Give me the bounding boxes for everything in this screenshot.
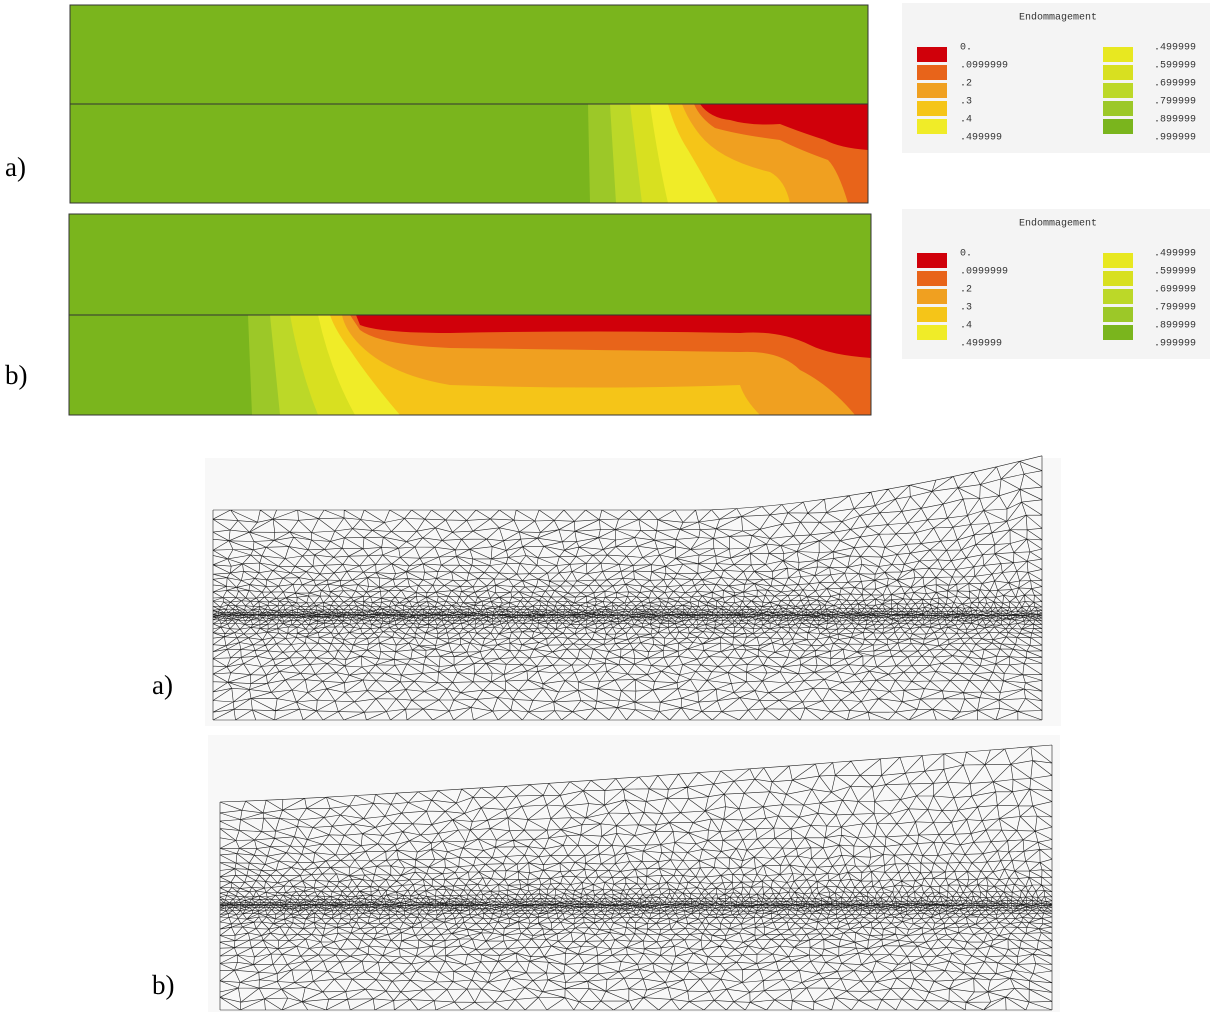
legend-label: .999999 bbox=[1154, 339, 1196, 350]
legend-label: .799999 bbox=[1154, 97, 1196, 108]
legend-label: .4 bbox=[960, 321, 972, 332]
panel-label: b) bbox=[152, 970, 175, 1001]
legend-swatch bbox=[917, 101, 947, 116]
panel-label: a) bbox=[5, 152, 26, 183]
legend-label: .3 bbox=[960, 303, 972, 314]
legend-swatch bbox=[917, 289, 947, 304]
legend-swatch bbox=[1103, 65, 1133, 80]
legend-label: .799999 bbox=[1154, 303, 1196, 314]
legend-label: .999999 bbox=[1154, 133, 1196, 144]
contour-plot-a bbox=[70, 5, 868, 203]
legend-label: .499999 bbox=[1154, 43, 1196, 54]
legend-label: .699999 bbox=[1154, 79, 1196, 90]
legend-label: .899999 bbox=[1154, 321, 1196, 332]
panel-label: b) bbox=[5, 360, 28, 391]
legend-label: .499999 bbox=[960, 339, 1002, 350]
legend-label: 0. bbox=[960, 249, 972, 260]
legend-swatch bbox=[917, 325, 947, 340]
legend-swatch bbox=[1103, 47, 1133, 62]
legend-title: Endommagement bbox=[1019, 218, 1097, 230]
legend-swatch bbox=[917, 83, 947, 98]
legend-label: .2 bbox=[960, 79, 972, 90]
legend-label: .899999 bbox=[1154, 115, 1196, 126]
legend-swatch bbox=[917, 119, 947, 134]
legend-label: .2 bbox=[960, 285, 972, 296]
legend-swatch bbox=[1103, 253, 1133, 268]
legend-swatch bbox=[917, 307, 947, 322]
legend-swatch bbox=[917, 65, 947, 80]
legend-swatch bbox=[1103, 83, 1133, 98]
figure: Endommagement 0. .0999999 .2 .3 .4 .499999 .499… bbox=[0, 0, 1212, 1012]
legend-swatch bbox=[1103, 307, 1133, 322]
legend-swatch bbox=[917, 271, 947, 286]
legend-label: .0999999 bbox=[960, 267, 1008, 278]
legend-label: .3 bbox=[960, 97, 972, 108]
legend-swatch bbox=[1103, 289, 1133, 304]
panel-label: a) bbox=[152, 670, 173, 701]
legend-label: 0. bbox=[960, 43, 972, 54]
legend-swatch bbox=[917, 253, 947, 268]
legend-label: .0999999 bbox=[960, 61, 1008, 72]
legend-swatch bbox=[1103, 119, 1133, 134]
legend: Endommagement 0. .0999999 .2 .3 .4 .499999 .499… bbox=[902, 3, 1210, 153]
contour-plot-b bbox=[69, 214, 871, 415]
legend-label: .499999 bbox=[1154, 249, 1196, 260]
legend-swatch bbox=[1103, 325, 1133, 340]
figure-graphics: Endommagement 0. .0999999 .2 .3 .4 .499999 .499… bbox=[0, 0, 1212, 1012]
legend-title: Endommagement bbox=[1019, 12, 1097, 24]
legend-label: .499999 bbox=[960, 133, 1002, 144]
legend-swatch bbox=[917, 47, 947, 62]
legend-label: .699999 bbox=[1154, 285, 1196, 296]
legend: Endommagement 0. .0999999 .2 .3 .4 .499999 .499… bbox=[902, 209, 1210, 359]
legend-label: .4 bbox=[960, 115, 972, 126]
legend-swatch bbox=[1103, 101, 1133, 116]
legend-label: .599999 bbox=[1154, 61, 1196, 72]
legend-swatch bbox=[1103, 271, 1133, 286]
legend-label: .599999 bbox=[1154, 267, 1196, 278]
